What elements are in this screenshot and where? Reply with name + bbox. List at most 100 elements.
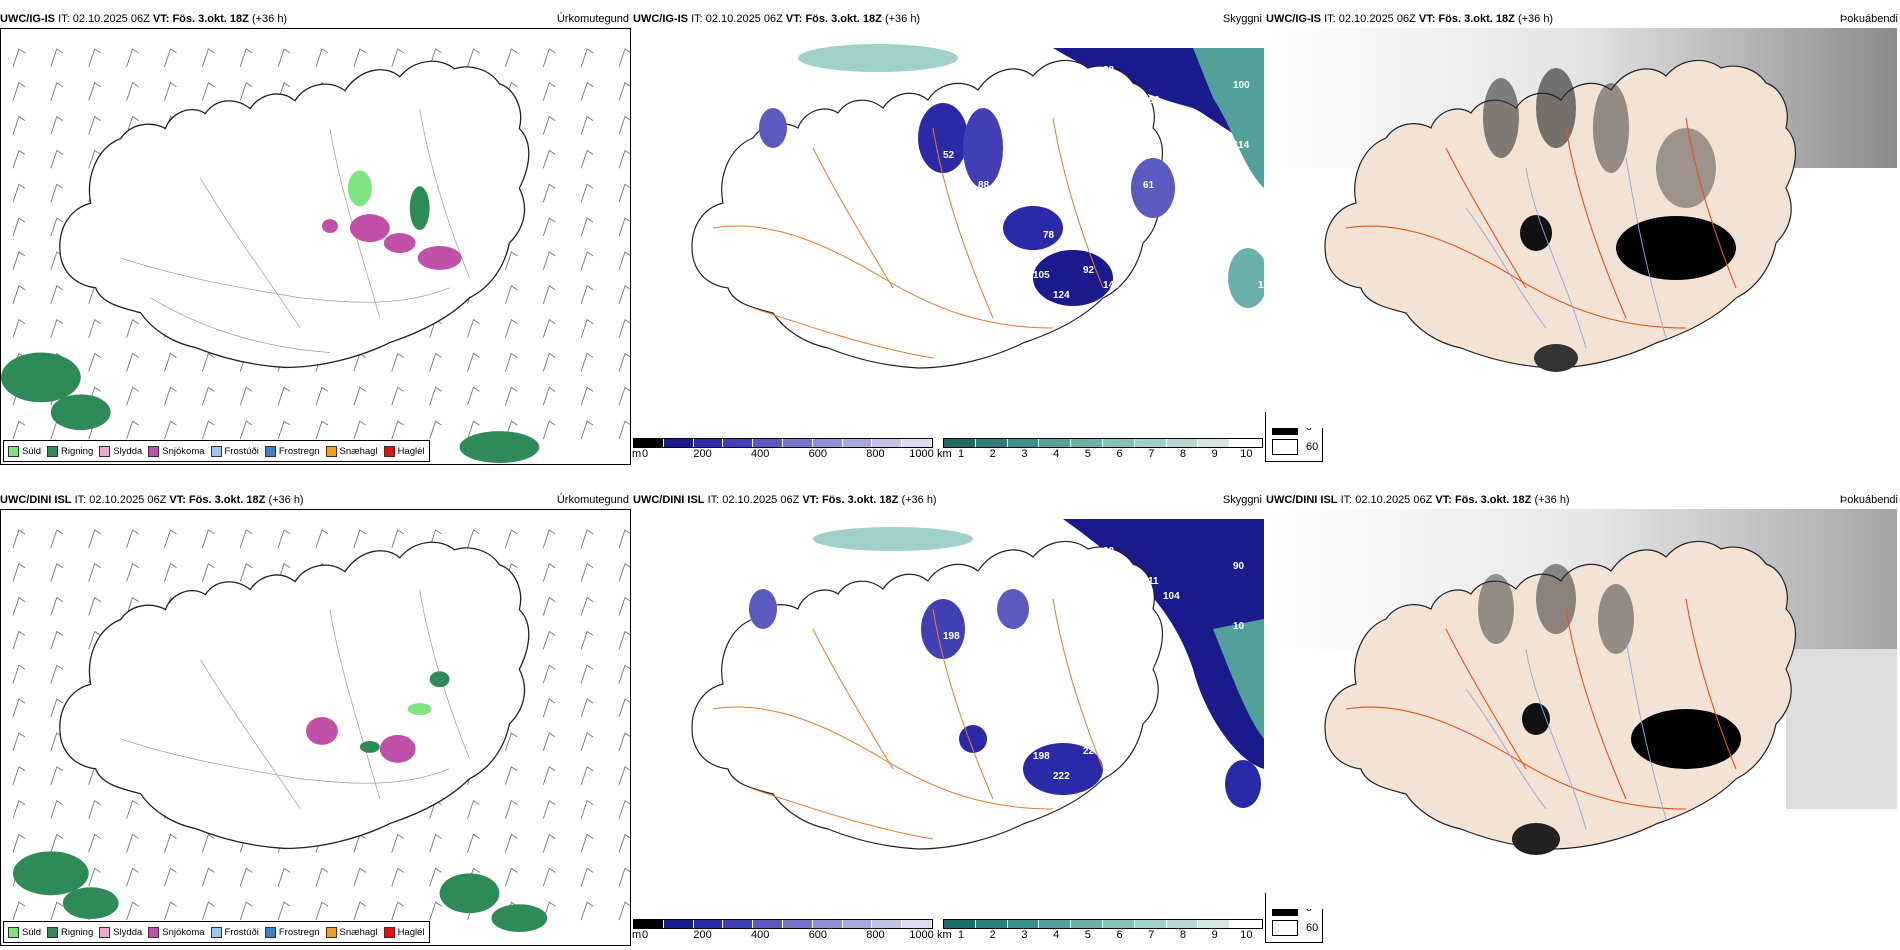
cloud-base-value: 114	[1233, 140, 1250, 151]
wind-barb	[12, 285, 26, 304]
panel-header: UWC/IG-IS IT: 02.10.2025 06Z VT: Fös. 3.…	[0, 10, 631, 28]
vt-value: Fös. 3.okt. 18Z	[172, 13, 249, 25]
wind-barb	[315, 529, 329, 548]
wind-barb	[353, 420, 367, 440]
wind-barb	[12, 799, 26, 819]
wind-barb	[50, 766, 64, 785]
panel-header: UWC/IG-IS IT: 02.10.2025 06Z VT: Fös. 3.…	[1266, 10, 1900, 28]
model-name: UWC/DINI ISL	[633, 494, 705, 506]
cloud-base-value: 101	[1053, 140, 1070, 151]
wind-barb	[618, 901, 630, 921]
wind-barb	[164, 48, 177, 67]
wind-barb	[164, 867, 177, 887]
wind-barb	[50, 630, 64, 650]
wind-barb	[580, 183, 594, 203]
wind-barb	[201, 48, 215, 67]
tick: 1	[957, 929, 965, 941]
tick: 4	[1053, 929, 1060, 941]
wind-barb	[391, 867, 404, 887]
wind-barb	[580, 833, 594, 853]
cloud-base-value: 157	[1073, 320, 1090, 331]
cloud-base-value: 78	[1043, 230, 1055, 241]
cloud-base-value: 86	[1103, 611, 1115, 622]
roads	[1345, 117, 1737, 329]
coastline	[59, 60, 530, 369]
wind-barb	[12, 48, 26, 67]
cloud-base-value: 149	[1103, 280, 1120, 291]
cloud-base-value: 169	[1143, 95, 1160, 106]
wind-barb	[391, 48, 404, 67]
wind-barb	[467, 386, 480, 406]
legend-label: Haglél	[397, 445, 425, 457]
wind-barb	[391, 386, 404, 406]
wind-barb	[542, 183, 556, 203]
wind-barb	[164, 352, 177, 372]
precip-legend: Súld Rigning Slydda Snjókoma Frostúði Fr…	[3, 440, 430, 462]
wind-barb	[88, 630, 101, 650]
panel-header: UWC/DINI ISL IT: 02.10.2025 06Z VT: Fös.…	[633, 491, 1264, 509]
wind-barb	[580, 799, 594, 819]
lead-time: (+36 h)	[884, 13, 921, 25]
legend-label: Frostregn	[278, 445, 320, 457]
wind-barb	[12, 698, 26, 718]
wind-barb	[618, 766, 630, 785]
cloud-base-value: 13	[1253, 310, 1264, 321]
wind-barb	[88, 318, 101, 338]
legend-snjokoma: Snjókoma	[148, 926, 205, 938]
cloud-base-value: 03	[988, 195, 1000, 206]
legend-label: Rigning	[61, 445, 94, 457]
wind-barb	[580, 867, 594, 887]
cloud-base-value: 198	[943, 631, 960, 642]
wind-barb	[50, 529, 64, 548]
wind-barb	[542, 149, 556, 169]
wind-barb	[201, 901, 215, 921]
wind-barb	[618, 664, 630, 684]
wind-barb	[164, 529, 177, 548]
cloud-base-value: 103	[1053, 621, 1070, 632]
wind-barb	[391, 352, 404, 372]
wind-barb	[126, 833, 139, 853]
cloud-base-value: 92	[1103, 546, 1115, 557]
precip-legend: Súld Rigning Slydda Snjókoma Frostúði Fr…	[3, 921, 430, 943]
wind-barb	[126, 799, 139, 819]
it-label: IT:	[58, 13, 70, 25]
wind-barb	[50, 115, 64, 135]
it-label: IT:	[1340, 494, 1353, 506]
wind-barb	[50, 183, 64, 203]
wind-barb	[12, 901, 26, 921]
cloud-base-value: 90	[1233, 561, 1245, 572]
cloud-base-value: 196	[808, 125, 825, 136]
fog-map	[1266, 28, 1897, 428]
wind-barb	[504, 799, 518, 819]
wind-barb	[542, 285, 556, 304]
it-label: IT:	[1324, 13, 1336, 25]
wind-barb	[542, 420, 556, 440]
wind-barb	[391, 420, 404, 440]
legend-label: Slydda	[113, 445, 143, 457]
wind-barb	[201, 386, 215, 406]
wind-barb	[580, 318, 594, 338]
panel-title: Úrkomutegund	[556, 494, 629, 506]
colorbar-bar	[943, 919, 1263, 929]
tick: 9	[1211, 929, 1218, 941]
legend-label: Snæhagl	[339, 926, 378, 938]
wind-barb	[580, 901, 594, 921]
wind-barb	[12, 630, 26, 650]
wind-barb	[580, 732, 594, 752]
wind-barb	[239, 901, 253, 921]
wind-barb	[618, 318, 630, 338]
model-name: UWC/DINI ISL	[1266, 494, 1338, 506]
panel-title: Þokuábendi	[1839, 13, 1898, 25]
wind-barb	[391, 901, 404, 921]
model-name: UWC/IG-IS	[1266, 13, 1321, 25]
lead-time: (+36 h)	[901, 494, 937, 506]
legend-snjokoma: Snjókoma	[148, 445, 205, 457]
wind-barb	[88, 48, 101, 67]
legend-frostregn: Frostregn	[264, 926, 320, 938]
legend-label: Frostúði	[224, 445, 259, 457]
wind-barb	[201, 82, 215, 101]
tick: 8	[1179, 929, 1187, 941]
cloud-base-value: 55	[1088, 85, 1100, 96]
tick: 8	[1179, 448, 1187, 460]
